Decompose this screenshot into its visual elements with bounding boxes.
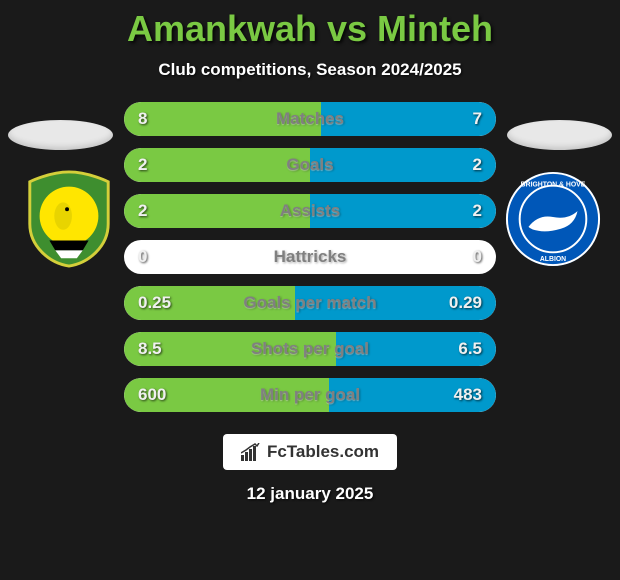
- brand-badge[interactable]: FcTables.com: [223, 434, 397, 470]
- stat-fill-right: [310, 148, 496, 182]
- stat-label: Min per goal: [260, 385, 360, 405]
- stat-value-left: 0.25: [138, 293, 171, 313]
- stat-label: Hattricks: [274, 247, 347, 267]
- brand-chart-icon: [241, 443, 261, 461]
- stat-value-right: 2: [473, 155, 482, 175]
- stat-fill-right: [321, 102, 496, 136]
- stat-row: 0 Hattricks 0: [124, 240, 496, 274]
- stat-label: Goals per match: [243, 293, 376, 313]
- comparison-card: Amankwah vs Minteh Club competitions, Se…: [0, 0, 620, 580]
- stat-label: Shots per goal: [251, 339, 369, 359]
- stat-row: 2 Assists 2: [124, 194, 496, 228]
- stat-value-right: 483: [454, 385, 482, 405]
- stat-value-left: 2: [138, 201, 147, 221]
- stat-value-left: 8: [138, 109, 147, 129]
- stat-value-left: 2: [138, 155, 147, 175]
- page-title: Amankwah vs Minteh: [127, 8, 493, 50]
- stat-value-right: 0.29: [449, 293, 482, 313]
- stat-row: 8.5 Shots per goal 6.5: [124, 332, 496, 366]
- stat-label: Matches: [276, 109, 344, 129]
- stat-label: Assists: [280, 201, 340, 221]
- stat-value-left: 600: [138, 385, 166, 405]
- stat-value-right: 2: [473, 201, 482, 221]
- subtitle: Club competitions, Season 2024/2025: [158, 60, 461, 80]
- stats-list: 8 Matches 7 2 Goals 2 2 Assists 2 0 Hattricks 0 0.25…: [0, 102, 620, 412]
- stat-row: 0.25 Goals per match 0.29: [124, 286, 496, 320]
- stat-label: Goals: [286, 155, 333, 175]
- stat-value-right: 7: [473, 109, 482, 129]
- date-label: 12 january 2025: [247, 484, 374, 504]
- stat-value-right: 0: [473, 247, 482, 267]
- brand-text: FcTables.com: [267, 442, 379, 462]
- stat-value-left: 8.5: [138, 339, 162, 359]
- stat-fill-left: [124, 148, 310, 182]
- stat-row: 8 Matches 7: [124, 102, 496, 136]
- stat-value-left: 0: [138, 247, 147, 267]
- stat-row: 2 Goals 2: [124, 148, 496, 182]
- stat-row: 600 Min per goal 483: [124, 378, 496, 412]
- stat-value-right: 6.5: [458, 339, 482, 359]
